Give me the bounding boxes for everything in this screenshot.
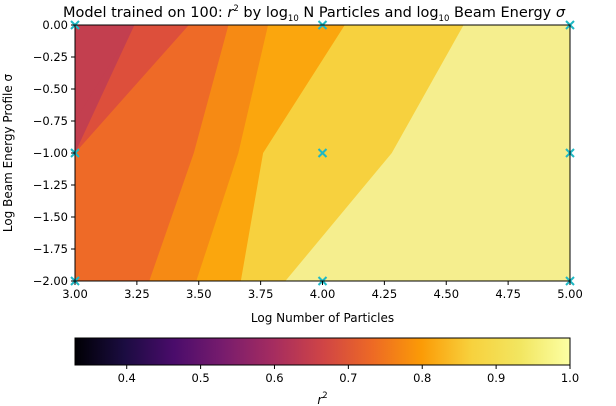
x-tick-label: 3.00 — [62, 287, 88, 301]
contour-band — [75, 25, 135, 121]
colorbar-tick-label: 0.4 — [118, 371, 136, 385]
colorbar-label: r2 — [317, 391, 327, 406]
y-tick-label: −0.75 — [33, 114, 68, 128]
x-tick-label: 5.00 — [557, 287, 583, 301]
x-axis-label: Log Number of Particles — [251, 311, 394, 325]
colorbar-gradient — [74, 337, 571, 366]
sample-marker — [317, 148, 328, 158]
plot-area: 3.00 3.25 3.50 3.75 4.00 4.25 4.50 4.75 5.00 0.0… — [33, 18, 583, 301]
y-axis-ticks: 0.00 −0.25 −0.50 −0.75 −1.00 −1.25 −1.50 −1.75 −… — [33, 18, 75, 288]
x-tick-label: 4.00 — [310, 287, 336, 301]
y-tick-label: −1.75 — [33, 242, 68, 256]
y-tick-label: −0.25 — [33, 50, 68, 64]
colorbar-tick-label: 0.5 — [191, 371, 209, 385]
chart-title: Model trained on 100: r2 by log10 N Part… — [63, 4, 566, 24]
colorbar-tick-label: 0.6 — [265, 371, 283, 385]
y-axis-label: Log Beam Energy Profile σ — [1, 73, 15, 232]
x-tick-label: 3.75 — [248, 287, 274, 301]
colorbar-ticks: 0.4 0.5 0.6 0.7 0.8 0.9 1.0 — [118, 365, 579, 385]
x-tick-label: 4.50 — [433, 287, 459, 301]
colorbar: 0.4 0.5 0.6 0.7 0.8 0.9 1.0 r2 — [74, 337, 579, 406]
x-axis-ticks: 3.00 3.25 3.50 3.75 4.00 4.25 4.50 4.75 5.00 — [62, 281, 583, 301]
colorbar-tick-label: 0.7 — [339, 371, 357, 385]
y-tick-label: −1.00 — [33, 146, 68, 160]
x-tick-label: 3.25 — [124, 287, 150, 301]
colorbar-tick-label: 0.8 — [413, 371, 431, 385]
x-tick-label: 4.25 — [372, 287, 398, 301]
y-tick-label: −1.25 — [33, 178, 68, 192]
y-tick-label: −0.50 — [33, 82, 68, 96]
colorbar-tick-label: 0.9 — [487, 371, 505, 385]
y-tick-label: −2.00 — [33, 274, 68, 288]
y-tick-label: −1.50 — [33, 210, 68, 224]
y-tick-label: 0.00 — [42, 18, 68, 32]
x-tick-label: 3.50 — [186, 287, 212, 301]
colorbar-tick-label: 1.0 — [561, 371, 579, 385]
x-tick-label: 4.75 — [495, 287, 521, 301]
